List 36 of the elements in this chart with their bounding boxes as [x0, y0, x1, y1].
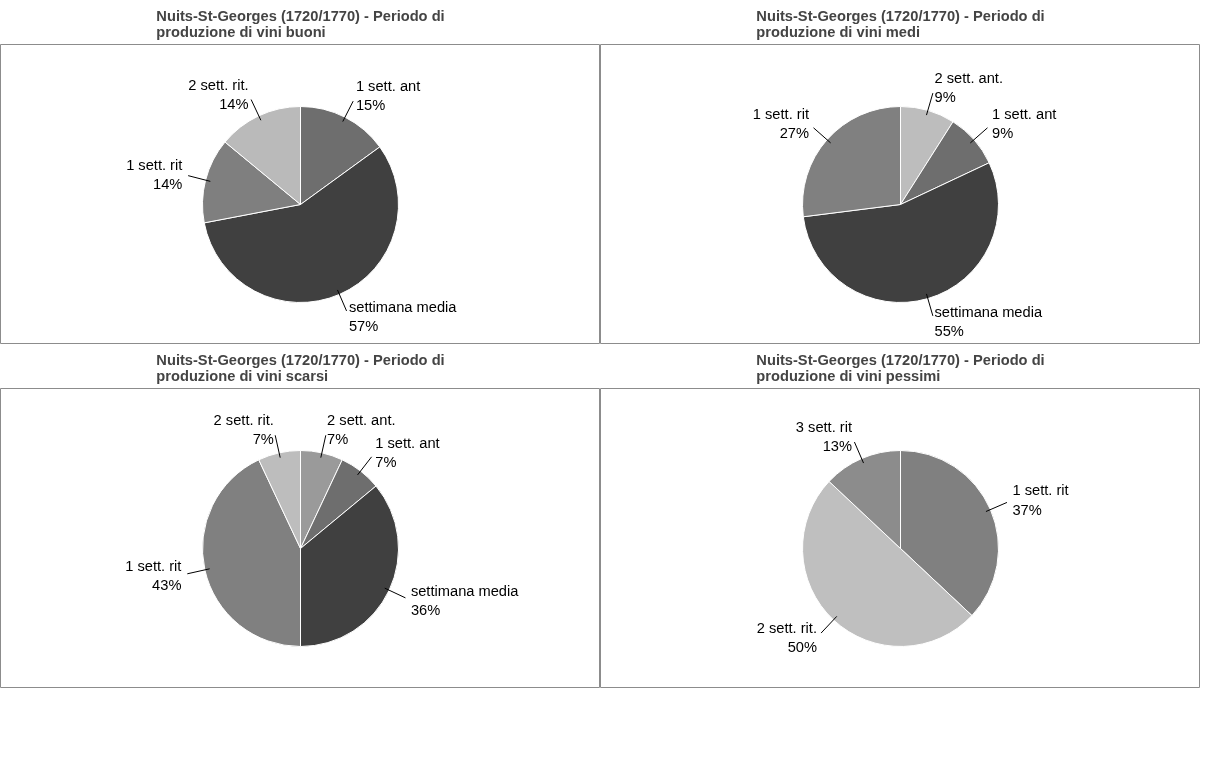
- slice-label: settimana media: [348, 298, 458, 315]
- slice-label: settimana media: [934, 304, 1043, 321]
- chart-title: Nuits-St-Georges (1720/1770) - Periodo di produzione di vini medi: [756, 7, 1045, 40]
- slice-label: 1 sett. ant: [375, 434, 440, 451]
- chart-title: Nuits-St-Georges (1720/1770) - Periodo di produzione di vini pessimi: [756, 351, 1045, 384]
- slice-label: settimana media: [410, 582, 520, 599]
- data-label: 13%: [822, 438, 853, 455]
- data-label: 36%: [410, 602, 441, 619]
- data-label: 7%: [327, 431, 349, 448]
- chart-title: Nuits-St-Georges (1720/1770) - Periodo di produzione di vini scarsi: [156, 351, 445, 384]
- slice-label: 1 sett. ant: [992, 106, 1057, 123]
- slice-label: 2 sett. ant.: [934, 69, 1003, 86]
- slice-label: 1 sett. rit: [752, 106, 809, 123]
- data-label: 57%: [348, 318, 379, 335]
- data-label: 14%: [153, 175, 183, 192]
- data-label: 27%: [779, 125, 809, 142]
- data-label: 50%: [787, 639, 817, 656]
- data-label: 9%: [992, 125, 1014, 142]
- data-label: 37%: [1012, 501, 1042, 518]
- data-label: 55%: [934, 323, 964, 340]
- slice-label: 1 sett. rit: [1012, 482, 1069, 499]
- slice-label: 1 sett. rit: [125, 557, 182, 574]
- data-label: 7%: [375, 453, 397, 470]
- slice-label: 1 sett. rit: [126, 156, 183, 173]
- slice-label: 3 sett. rit: [795, 418, 853, 435]
- slice-label: 1 sett. ant: [355, 78, 421, 95]
- data-label: 15%: [355, 97, 386, 114]
- data-label: 9%: [934, 88, 956, 105]
- chart-title: Nuits-St-Georges (1720/1770) - Periodo di produzione di vini buoni: [156, 7, 445, 40]
- slice-label: 2 sett. rit.: [213, 411, 274, 428]
- slice-label: 2 sett. ant.: [327, 411, 396, 428]
- slice-label: 2 sett. rit.: [756, 619, 817, 636]
- data-label: 14%: [219, 95, 249, 112]
- data-label: 43%: [152, 576, 182, 593]
- slice-label: 2 sett. rit.: [188, 76, 249, 93]
- data-label: 7%: [252, 431, 274, 448]
